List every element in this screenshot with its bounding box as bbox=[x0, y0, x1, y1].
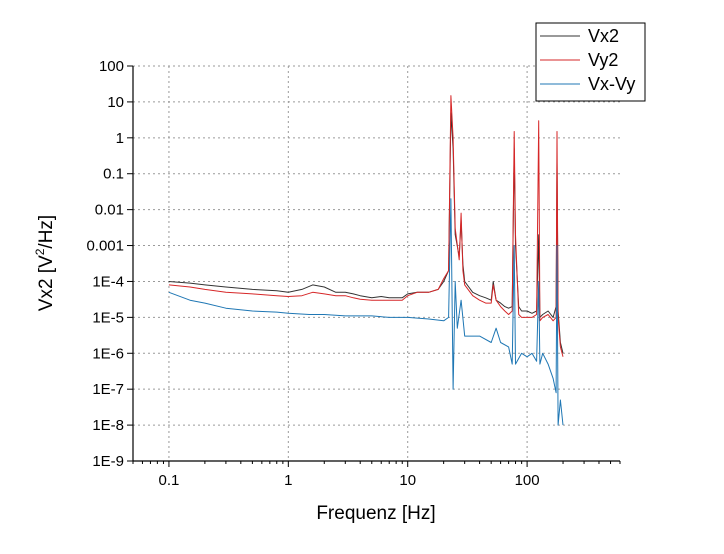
legend-label: Vy2 bbox=[588, 50, 618, 70]
plot-area bbox=[168, 95, 564, 426]
x-tick-label: 100 bbox=[515, 472, 540, 489]
grid bbox=[133, 65, 620, 462]
y-ticks: 100 10 1 0.1 0.01 0.001 1E-4 1E-5 1E-6 1E-7 1E-8 1E… bbox=[86, 58, 133, 470]
legend-label: Vx-Vy bbox=[588, 74, 635, 94]
y-tick-label: 10 bbox=[107, 94, 124, 111]
y-axis-title-sup: 2 bbox=[33, 248, 47, 255]
legend-label: Vx2 bbox=[588, 26, 619, 46]
series-line-vx-vy bbox=[168, 198, 564, 426]
x-axis-title: Frequenz [Hz] bbox=[316, 503, 435, 524]
series-line-vy2 bbox=[168, 95, 564, 357]
y-tick-label: 1E-9 bbox=[92, 453, 124, 470]
y-axis-title: Vx2 [V2/Hz] bbox=[33, 215, 57, 311]
y-tick-label: 1E-8 bbox=[92, 417, 124, 434]
y-tick-label: 1E-6 bbox=[92, 345, 124, 362]
x-tick-label: 0.1 bbox=[159, 472, 180, 489]
y-tick-label: 100 bbox=[99, 58, 124, 75]
x-tick-label: 10 bbox=[399, 472, 416, 489]
x-ticks: 0.1 1 10 100 bbox=[132, 461, 621, 489]
x-tick-label: 1 bbox=[284, 472, 292, 489]
y-tick-label: 1E-5 bbox=[92, 309, 124, 326]
y-tick-label: 0.1 bbox=[103, 166, 124, 183]
legend: Vx2 Vy2 Vx-Vy bbox=[535, 22, 646, 102]
y-tick-label: 1E-4 bbox=[92, 273, 124, 290]
y-tick-label: 1E-7 bbox=[92, 381, 124, 398]
y-axis-title-suffix: /Hz] bbox=[36, 215, 57, 249]
axes bbox=[132, 66, 620, 462]
y-axis-title-prefix: Vx2 [V bbox=[36, 255, 57, 311]
y-tick-label: 1 bbox=[116, 130, 124, 147]
y-tick-label: 0.001 bbox=[86, 238, 124, 255]
y-tick-label: 0.01 bbox=[95, 202, 124, 219]
